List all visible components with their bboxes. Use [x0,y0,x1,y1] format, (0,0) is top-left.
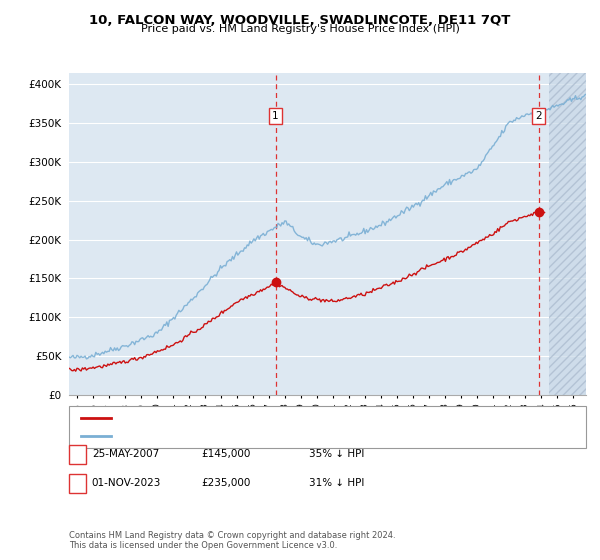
Text: HPI: Average price, detached house, South Derbyshire: HPI: Average price, detached house, Sout… [117,431,383,441]
Text: 1: 1 [74,449,81,459]
Text: Contains HM Land Registry data © Crown copyright and database right 2024.
This d: Contains HM Land Registry data © Crown c… [69,530,395,550]
Text: £235,000: £235,000 [201,478,250,488]
Text: 1: 1 [272,111,279,122]
Text: 2: 2 [74,478,81,488]
Text: 31% ↓ HPI: 31% ↓ HPI [309,478,364,488]
Text: 2: 2 [535,111,542,122]
Text: Price paid vs. HM Land Registry's House Price Index (HPI): Price paid vs. HM Land Registry's House … [140,24,460,34]
Text: £145,000: £145,000 [201,449,250,459]
Bar [550,73,586,395]
Text: 10, FALCON WAY, WOODVILLE, SWADLINCOTE, DE11 7QT: 10, FALCON WAY, WOODVILLE, SWADLINCOTE, … [89,14,511,27]
Text: 35% ↓ HPI: 35% ↓ HPI [309,449,364,459]
Text: 01-NOV-2023: 01-NOV-2023 [92,478,161,488]
Text: 25-MAY-2007: 25-MAY-2007 [92,449,159,459]
Text: 10, FALCON WAY, WOODVILLE, SWADLINCOTE, DE11 7QT (detached house): 10, FALCON WAY, WOODVILLE, SWADLINCOTE, … [117,413,485,423]
